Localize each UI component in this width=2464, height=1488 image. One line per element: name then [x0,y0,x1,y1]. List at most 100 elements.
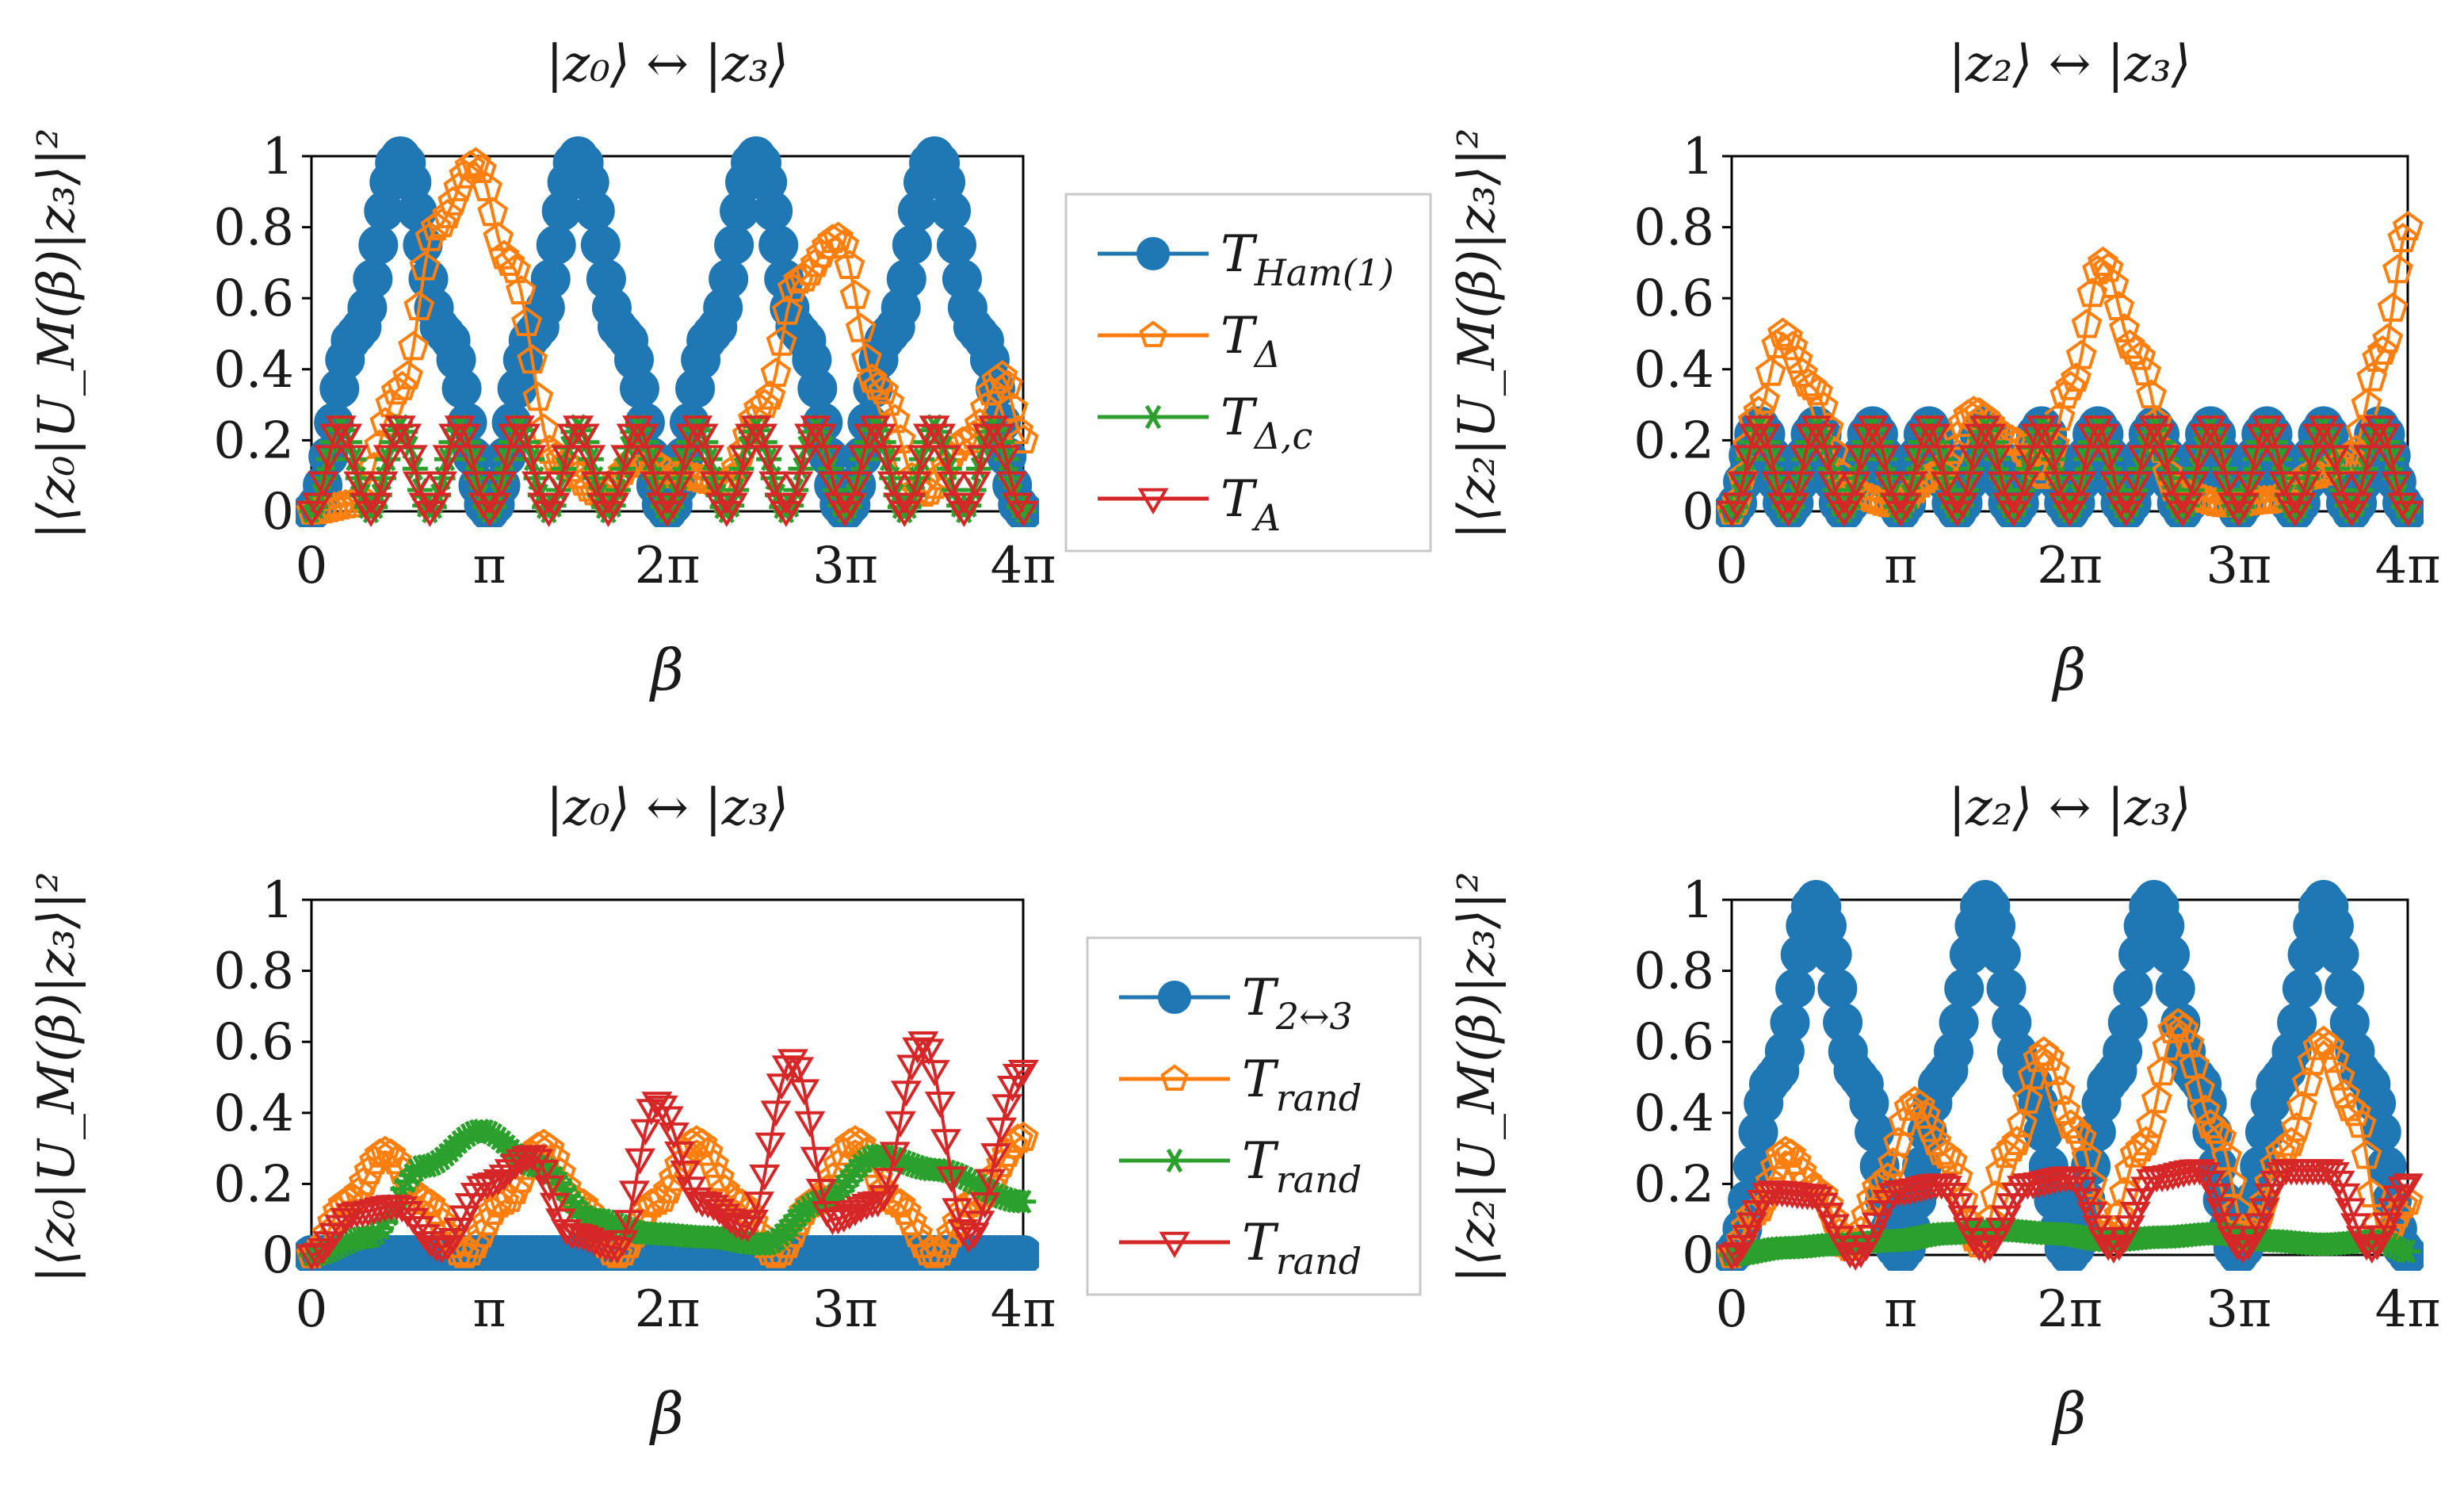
data-point [752,445,784,472]
data-point [753,191,793,231]
data-point [386,370,418,400]
x-tick-label: π [472,1280,506,1339]
chart-panel-3: |z₀⟩ ↔ |z₃⟩ 0 0.2 0.4 0.6 0.8 1 0 π 2π 3π 4π β |⟨z₀|U… [28,778,1056,1447]
data-point [1862,423,1894,450]
data-point [613,1210,644,1237]
data-point [2107,1002,2148,1042]
data-point [2296,445,2328,472]
data-point [488,1165,520,1192]
data-point [969,1192,1001,1219]
legend-label: Trand [1242,1050,1362,1119]
data-point [2325,471,2356,498]
data-point [709,258,749,299]
data-point [530,258,571,299]
data-point [426,208,457,238]
data-point [1749,423,1781,450]
data-point [1839,1244,1871,1271]
y-tick-label: 0.8 [213,943,294,1001]
y-tick-label: 0.8 [213,199,294,258]
data-point [2146,1056,2178,1086]
data-point [670,1160,701,1188]
data-point [2382,254,2413,284]
series-4 [296,1031,1039,1271]
data-point [1868,445,1900,472]
data-point [426,1237,457,1264]
data-point [2200,1183,2232,1210]
data-point [2044,1075,2076,1105]
data-point [361,492,392,519]
data-point [930,191,971,231]
data-point [2335,1198,2367,1225]
y-tick-label: 0 [262,483,294,541]
data-point [2286,1090,2318,1120]
data-point [670,445,701,472]
data-point [2149,445,2181,472]
legend-2: T2↔3 Trand Trand Trand [1086,936,1422,1296]
data-point [2313,1030,2344,1060]
data-point [1732,445,1764,472]
data-point [1946,492,1978,519]
data-point [1915,1112,1946,1142]
data-point [2345,1108,2377,1138]
data-point [2122,471,2153,498]
data-point [1996,1132,2027,1162]
data-point [812,445,843,472]
data-point [969,392,1001,422]
legend-marker [1159,1231,1190,1258]
legend-entry: Trand [1119,1050,1362,1119]
data-point [2291,1066,2323,1096]
y-tick-label: 1 [1682,871,1714,930]
data-point [697,1195,729,1222]
data-point [1817,969,1858,1008]
y-tick-label: 0.2 [1633,1155,1714,1214]
data-point [2206,1121,2237,1151]
data-point [1007,500,1039,527]
data-point [499,1153,531,1180]
data-point [2302,1031,2334,1061]
data-point [1727,471,1759,498]
data-point [1002,1063,1033,1091]
y-tick-label: 0.2 [213,1155,294,1214]
legend-entry: TΔ [1098,307,1281,376]
y-tick-label: 0.4 [1633,1084,1714,1143]
data-point [892,225,932,265]
data-point [2319,935,2359,975]
chart-title: |z₂⟩ ↔ |z₃⟩ [1948,778,2191,837]
data-point [308,471,339,498]
data-point [704,1161,735,1192]
data-point [2168,1013,2199,1042]
y-tick-label: 0.8 [1633,199,1714,258]
data-point [1770,1002,1810,1042]
data-point [1777,331,1809,361]
data-point [1920,1126,1952,1156]
data-point [797,369,838,409]
data-point [575,191,615,231]
data-point [2369,423,2401,450]
data-point [472,171,503,201]
data-point [2113,969,2153,1008]
data-point [2356,1177,2388,1207]
data-point [758,225,799,265]
data-point [462,471,494,498]
data-point [580,471,612,498]
data-point [991,1094,1022,1121]
data-point [465,153,497,183]
data-point [2141,1084,2172,1114]
data-point [834,250,865,279]
data-point [2065,339,2097,369]
y-tick-label: 0.6 [213,1013,294,1072]
legend-entry: TΔ,c [1098,388,1312,457]
data-point [1986,969,2027,1008]
data-point [828,1206,860,1233]
data-point [936,471,968,498]
data-point [517,344,548,374]
data-point [491,445,523,472]
data-point [995,471,1027,498]
data-point [2071,308,2103,339]
data-point [1919,423,1950,450]
data-point [758,471,790,498]
data-point [2200,423,2232,450]
data-point [2387,1176,2419,1203]
data-point [1882,1127,1914,1157]
data-point [483,1169,514,1196]
